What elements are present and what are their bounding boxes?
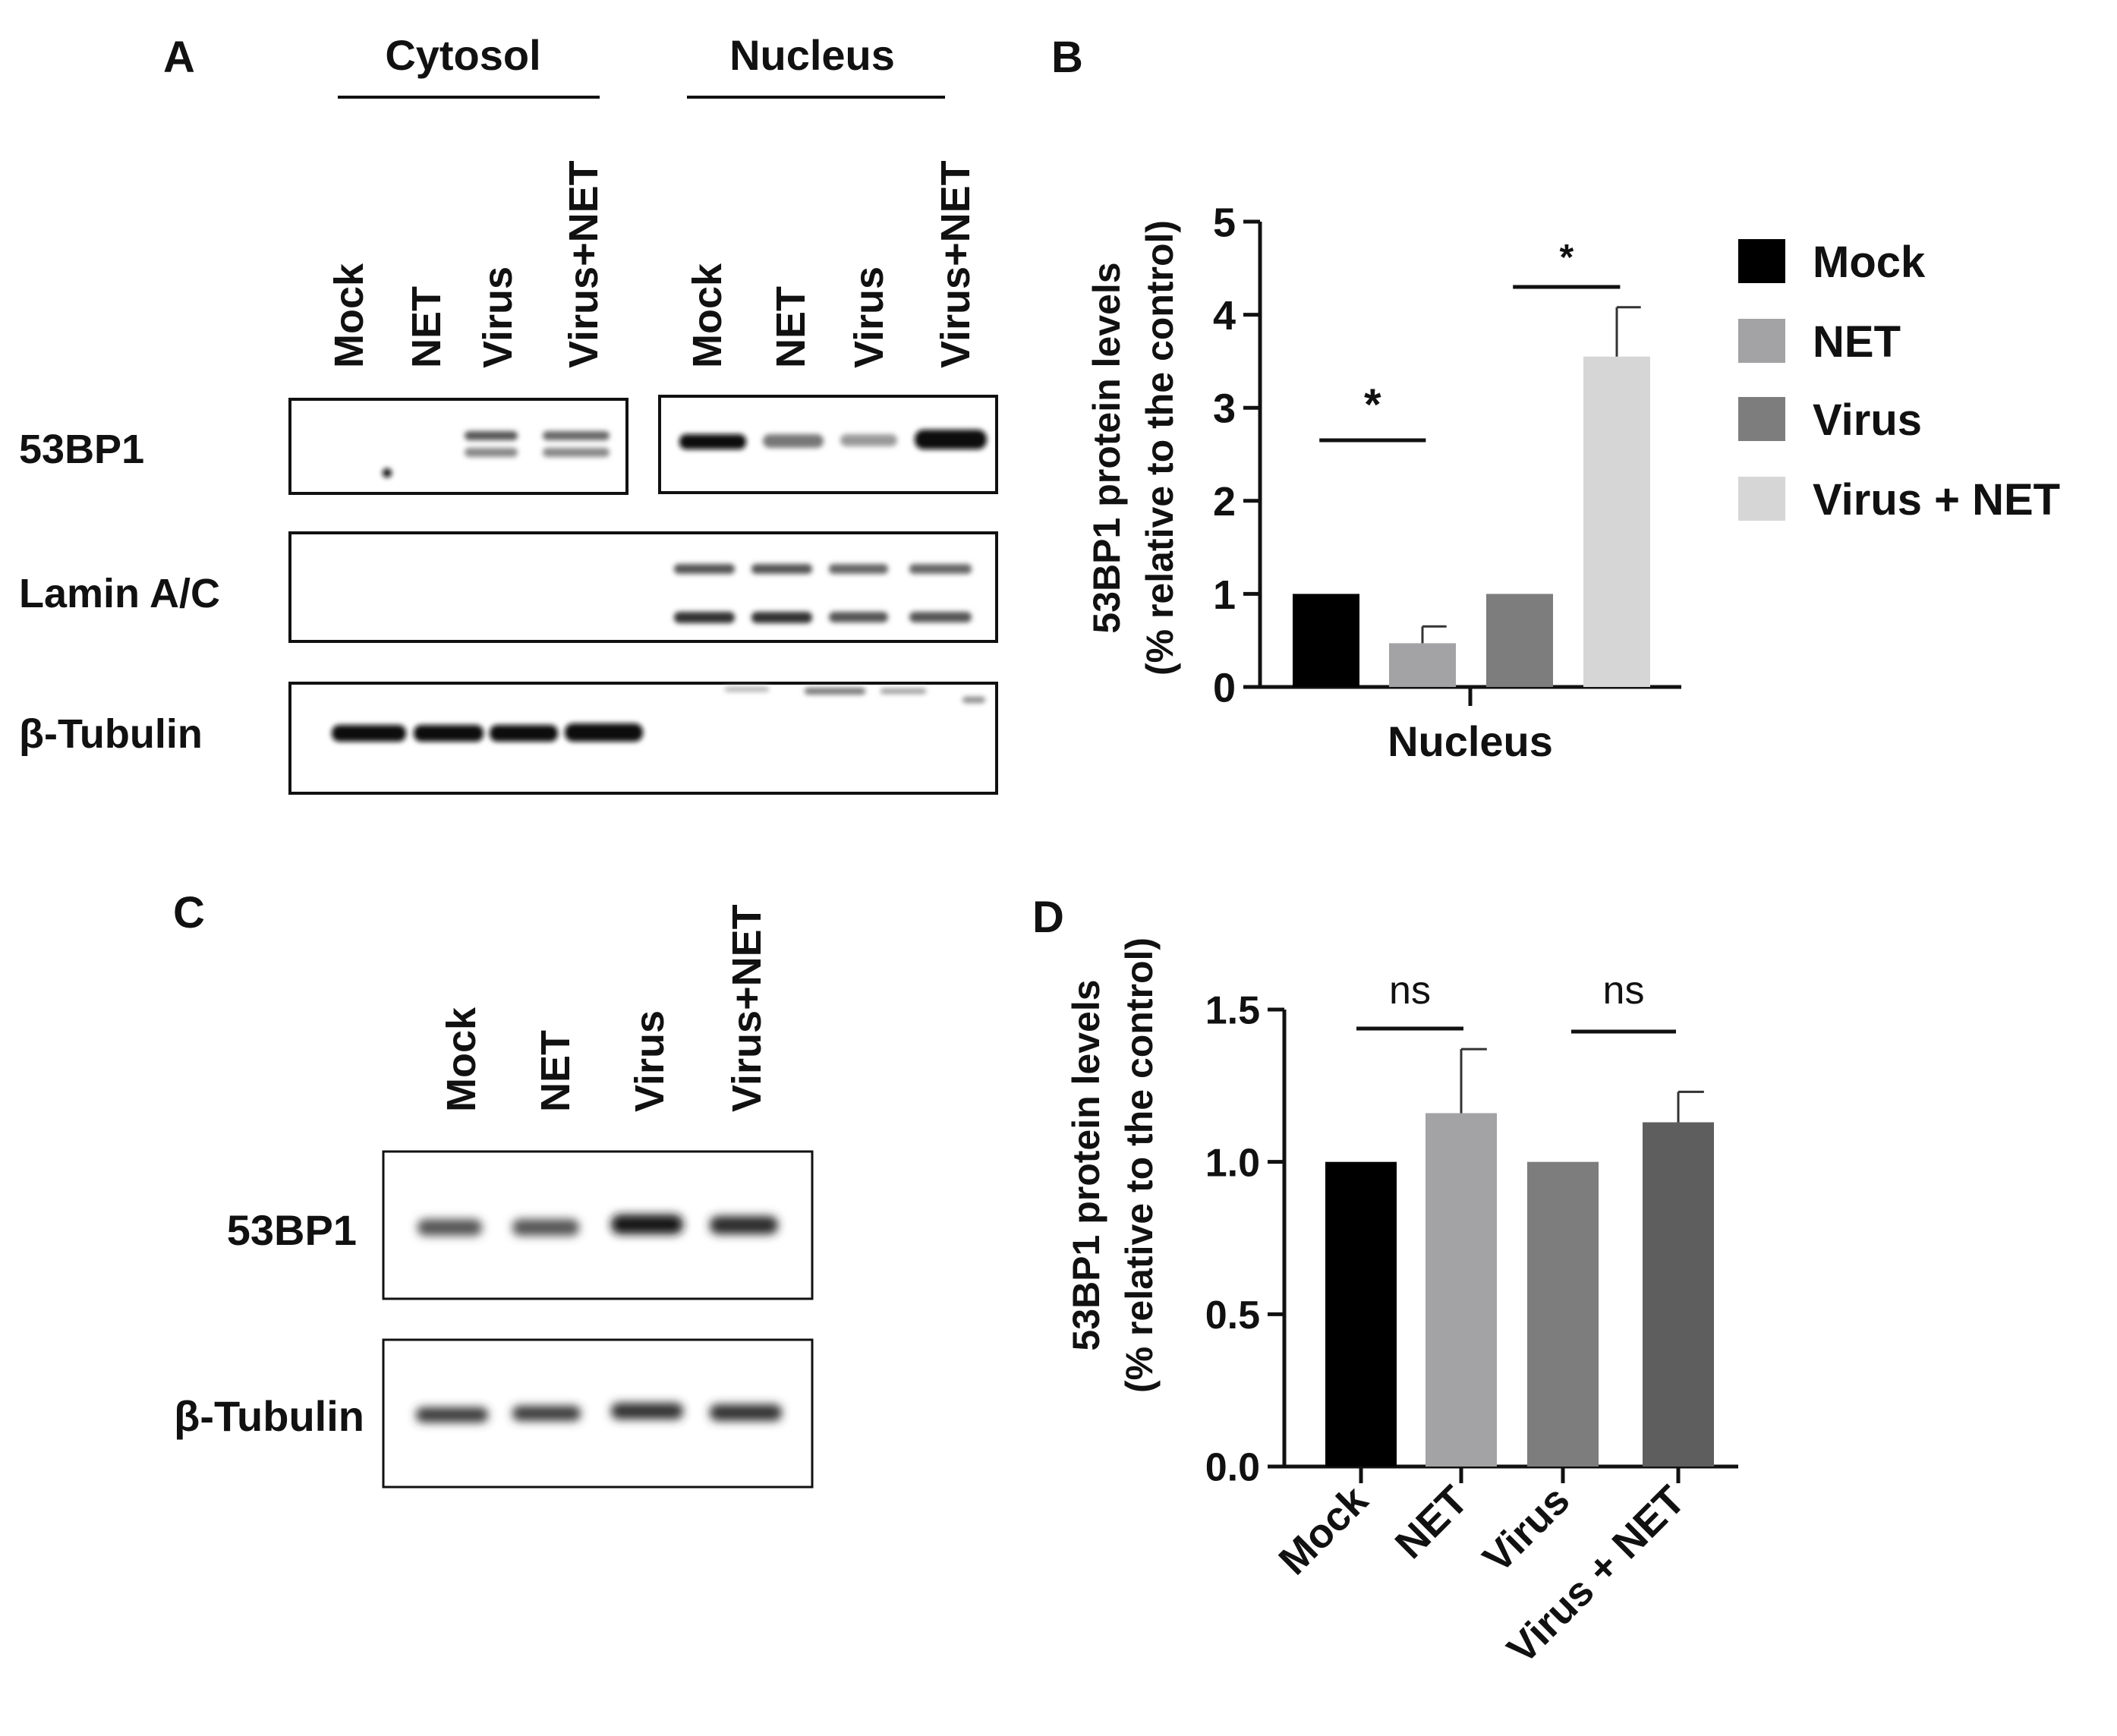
lane-label-a3: Virus xyxy=(475,266,521,368)
bands-tubulin-a xyxy=(332,687,985,742)
chart-d-xtick-label-mock: Mock xyxy=(1270,1476,1377,1583)
legend-label-mock: Mock xyxy=(1813,238,1926,287)
bands-lamin xyxy=(674,564,972,623)
chart-b-ytick-label: 3 xyxy=(1213,386,1236,432)
chart-b-ytick-label: 0 xyxy=(1213,665,1236,710)
lane-label-a5: Mock xyxy=(685,263,730,368)
panel-a-lane-labels: Mock NET Virus Virus+NET Mock NET Virus … xyxy=(326,160,978,368)
chart-b-sig-label: * xyxy=(1559,238,1574,278)
legend-label-net: NET xyxy=(1813,317,1901,367)
chart-d-y-ticks: 0.0 0.5 1.0 1.5 xyxy=(1205,989,1284,1490)
chart-d-ylabel-2: (% relative to the control) xyxy=(1118,937,1161,1393)
bands-tubulin-c xyxy=(416,1403,782,1423)
blot-53bp1-cytosol xyxy=(288,398,628,495)
blot-lamin xyxy=(288,531,998,643)
row-label-tubulin-c: β-Tubulin xyxy=(174,1392,364,1440)
chart-b-ylabel-1: 53BP1 protein levels xyxy=(1085,262,1128,633)
chart-d-bar-virus xyxy=(1527,1161,1599,1467)
legend-swatch-net xyxy=(1738,319,1785,363)
chart-b-ylabel-2: (% relative to the control) xyxy=(1139,220,1181,676)
chart-d-ytick-label: 0.0 xyxy=(1205,1446,1260,1490)
chart-b-bar-net xyxy=(1389,643,1456,687)
chart-d-sig-label: ns xyxy=(1603,969,1645,1013)
chart-b-sig-label: * xyxy=(1364,380,1381,430)
panel-label-a: A xyxy=(163,33,195,82)
chart-d-ytick-label: 1.0 xyxy=(1205,1141,1260,1185)
legend-swatch-mock xyxy=(1738,239,1785,283)
lane-label-a7: Virus xyxy=(846,266,892,368)
lane-label-c2: NET xyxy=(533,1030,578,1112)
chart-b-significance: ** xyxy=(1319,238,1621,443)
bands-53bp1-nucleus xyxy=(679,430,987,449)
lane-label-a1: Mock xyxy=(326,263,372,368)
chart-d-xtick-label-net: NET xyxy=(1387,1477,1477,1567)
chart-b-bar-mock xyxy=(1293,594,1359,687)
row-label-lamin-a: Lamin A/C xyxy=(19,571,220,616)
panel-c-lane-labels: Mock NET Virus Virus+NET xyxy=(439,904,770,1112)
chart-b-ytick-label: 4 xyxy=(1213,293,1236,339)
panel-label-c: C xyxy=(173,888,205,937)
chart-b-ytick-label: 2 xyxy=(1213,479,1236,525)
bands-53bp1-c xyxy=(417,1215,778,1236)
lane-label-c4: Virus+NET xyxy=(724,904,770,1112)
chart-b-y-ticks: 0 1 2 3 4 5 xyxy=(1213,200,1260,710)
chart-b-xlabel: Nucleus xyxy=(1388,717,1553,765)
chart-d-bar-mock xyxy=(1325,1161,1397,1467)
chart-d-ytick-label: 1.5 xyxy=(1205,989,1260,1033)
chart-d-significance: ns ns xyxy=(1356,969,1676,1034)
chart-d: 53BP1 protein levels (% relative to the … xyxy=(1065,937,1738,1672)
lane-label-a4: Virus+NET xyxy=(561,160,606,368)
chart-d-sig-label: ns xyxy=(1389,969,1431,1013)
legend-swatch-virus xyxy=(1738,397,1785,441)
chart-b-bars xyxy=(1293,306,1650,687)
lane-label-a8: Virus+NET xyxy=(933,160,978,368)
legend-label-virus: Virus xyxy=(1813,395,1922,445)
cytosol-header: Cytosol xyxy=(385,31,540,79)
chart-d-bars xyxy=(1325,1048,1714,1467)
bands-53bp1-cytosol xyxy=(383,431,610,477)
chart-b: 53BP1 protein levels (% relative to the … xyxy=(1085,200,2060,765)
legend-swatch-virus-net xyxy=(1738,477,1785,521)
lane-label-a6: NET xyxy=(768,286,814,368)
panel-label-d: D xyxy=(1032,893,1064,942)
row-label-53bp1-a: 53BP1 xyxy=(19,427,144,472)
chart-d-xtick-label-virus: Virus xyxy=(1474,1477,1578,1581)
chart-b-legend: Mock NET Virus Virus + NET xyxy=(1738,238,2060,525)
panel-label-b: B xyxy=(1051,33,1083,82)
row-label-53bp1-c: 53BP1 xyxy=(227,1206,357,1254)
lane-label-a2: NET xyxy=(404,286,449,368)
chart-d-ytick-label: 0.5 xyxy=(1205,1293,1260,1337)
chart-b-ytick-label: 5 xyxy=(1213,200,1236,245)
chart-d-ylabel-1: 53BP1 protein levels xyxy=(1065,979,1107,1350)
nucleus-header: Nucleus xyxy=(729,31,895,79)
chart-b-bar-virus-net xyxy=(1583,356,1650,687)
chart-d-bar-virus-net xyxy=(1643,1122,1714,1467)
blot-tubulin xyxy=(288,682,998,795)
chart-b-bar-virus xyxy=(1486,594,1553,687)
legend-label-virus-net: Virus + NET xyxy=(1813,475,2060,525)
chart-d-bar-net xyxy=(1426,1113,1497,1467)
row-label-tubulin-a: β-Tubulin xyxy=(19,711,203,757)
lane-label-c1: Mock xyxy=(439,1007,484,1112)
chart-b-ytick-label: 1 xyxy=(1213,572,1236,618)
lane-label-c3: Virus xyxy=(627,1010,673,1112)
